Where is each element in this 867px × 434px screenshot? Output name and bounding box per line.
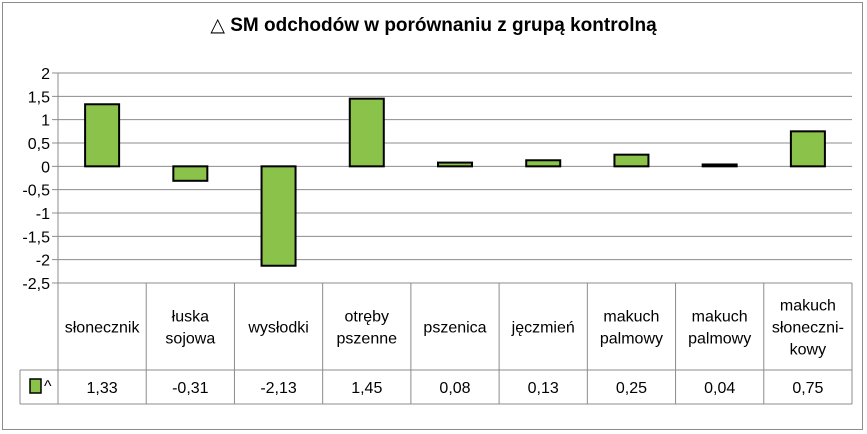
category-label: łuska bbox=[172, 309, 209, 326]
data-table-value: 1,45 bbox=[351, 380, 382, 397]
legend-label: ^ bbox=[44, 378, 52, 395]
data-table-value: 0,75 bbox=[792, 380, 823, 397]
data-table-value: 0,25 bbox=[616, 380, 647, 397]
category-label: makuch bbox=[603, 309, 659, 326]
data-table-value: 0,08 bbox=[439, 380, 470, 397]
legend-swatch bbox=[29, 378, 42, 394]
category-label: pszenica bbox=[423, 320, 486, 337]
data-table-value: 0,04 bbox=[704, 380, 735, 397]
category-label: sojowa bbox=[165, 331, 215, 348]
chart-title: △ SM odchodów w porównaniu z grupą kontr… bbox=[210, 15, 657, 36]
category-label: otręby bbox=[345, 309, 389, 326]
bar bbox=[260, 165, 297, 267]
category-label: wysłodki bbox=[247, 320, 308, 337]
y-tick-label: -0,5 bbox=[22, 183, 50, 200]
category-label: słonecznik bbox=[65, 320, 141, 337]
y-tick-label: -2,5 bbox=[22, 276, 50, 293]
data-table-value: -2,13 bbox=[260, 380, 297, 397]
y-tick-label: -1 bbox=[36, 206, 50, 223]
category-label: słoneczni- bbox=[772, 320, 844, 337]
category-label: palmowy bbox=[600, 331, 663, 348]
category-label: kowy bbox=[790, 342, 826, 359]
category-label: palmowy bbox=[688, 331, 751, 348]
y-tick-label: -1,5 bbox=[22, 229, 50, 246]
data-table-value: 0,13 bbox=[528, 380, 559, 397]
bar bbox=[701, 163, 738, 168]
y-tick-label: 0 bbox=[41, 159, 50, 176]
data-table-value: -0,31 bbox=[172, 380, 209, 397]
bar bbox=[789, 130, 826, 168]
category-label: makuch bbox=[692, 309, 748, 326]
bar bbox=[525, 159, 562, 168]
bar bbox=[348, 97, 385, 168]
bar bbox=[84, 103, 121, 168]
bar bbox=[437, 161, 473, 168]
y-tick-label: -2 bbox=[36, 253, 50, 270]
y-tick-label: 2 bbox=[41, 66, 50, 83]
y-tick-label: 1,5 bbox=[28, 89, 50, 106]
category-label: jęczmień bbox=[511, 320, 575, 337]
data-table-value: 1,33 bbox=[87, 380, 118, 397]
category-label: pszenne bbox=[337, 331, 398, 348]
y-tick-label: 1 bbox=[41, 113, 50, 130]
bar bbox=[172, 165, 209, 182]
y-tick-label: 0,5 bbox=[28, 136, 50, 153]
bar bbox=[613, 153, 650, 168]
category-label: makuch bbox=[780, 298, 836, 315]
